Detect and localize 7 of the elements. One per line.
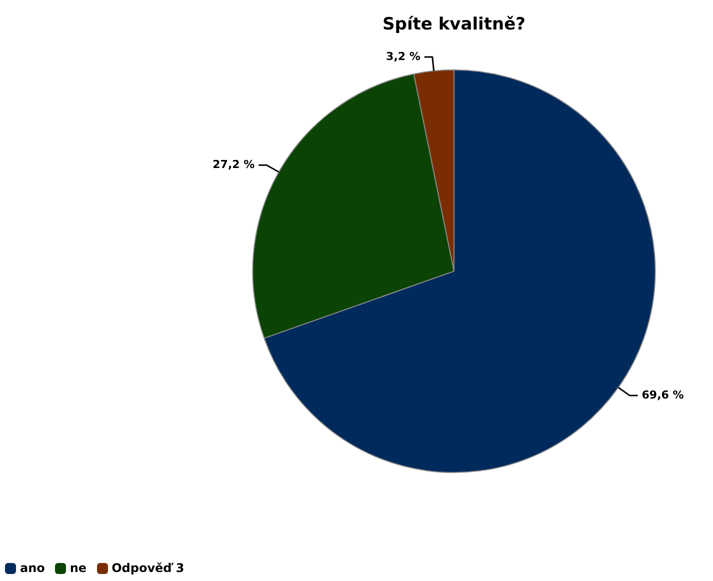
legend-label: ano: [20, 561, 45, 575]
data-label: 69,6 %: [642, 388, 684, 402]
legend-label: ne: [70, 561, 87, 575]
data-label: 27,2 %: [212, 158, 255, 171]
legend-label: Odpověď 3: [112, 561, 184, 575]
chart-title: Spíte kvalitně?: [382, 14, 526, 35]
data-label: 3,2 %: [386, 50, 420, 63]
